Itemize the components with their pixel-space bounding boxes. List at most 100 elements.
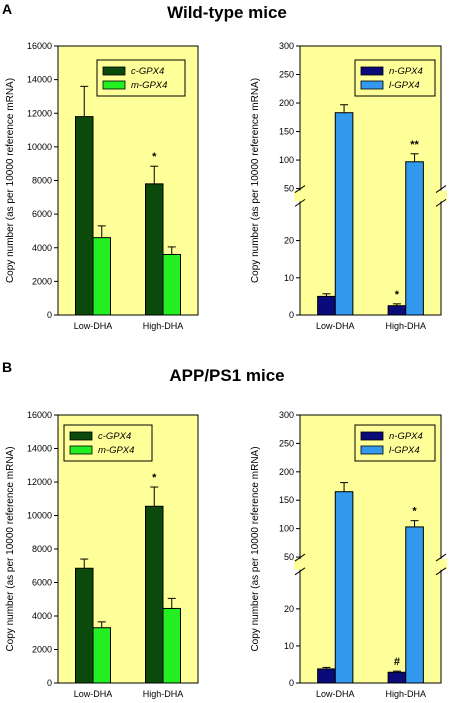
bar	[145, 183, 164, 316]
significance-mark: **	[410, 139, 419, 151]
x-tick-label: Low-DHA	[316, 321, 355, 331]
legend-swatch	[360, 445, 384, 455]
y-axis-label: Copy number (as per 10000 reference mRNA…	[5, 78, 16, 283]
bar	[75, 567, 94, 684]
x-tick-label: High-DHA	[143, 689, 184, 699]
y-tick-label: 12000	[27, 108, 52, 118]
legend-label: m-GPX4	[98, 445, 134, 456]
y-tick-label: 14000	[27, 444, 52, 454]
bar	[334, 112, 354, 316]
y-tick-label: 20	[284, 604, 294, 614]
legend	[354, 59, 436, 97]
significance-mark: #	[394, 656, 400, 668]
chart-wildtype-n-l-gpx4: 0 10 20 50 100 150 200 250 300 Copy number (as pe…	[250, 41, 447, 331]
x-tick-label: Low-DHA	[74, 321, 113, 331]
y-tick-label: 0	[289, 310, 294, 320]
y-tick-label: 150	[279, 495, 294, 505]
y-tick-label: 250	[279, 438, 294, 448]
y-tick-label: 100	[279, 524, 294, 534]
y-axis-label: Copy number (as per 10000 reference mRNA…	[250, 78, 261, 283]
y-tick-label: 200	[279, 98, 294, 108]
panel-letter-b: B	[2, 359, 12, 375]
y-tick-label: 300	[279, 410, 294, 420]
legend	[96, 59, 186, 97]
bar	[162, 253, 181, 316]
legend-swatch	[69, 431, 93, 441]
legend	[354, 424, 436, 462]
chart-wildtype-c-m-gpx4: 0 2000 4000 6000 8000 10000 12000 14000 16000 Cop…	[5, 41, 199, 331]
y-tick-label: 10000	[27, 142, 52, 152]
legend-label: n-GPX4	[389, 66, 423, 77]
bar	[92, 627, 111, 684]
legend-label: m-GPX4	[131, 80, 167, 91]
y-tick-label: 4000	[32, 611, 52, 621]
axis-break-gap	[294, 559, 447, 570]
bar	[92, 237, 111, 316]
panel-title-b: APP/PS1 mice	[169, 366, 284, 385]
x-tick-label: Low-DHA	[316, 689, 355, 699]
significance-mark: *	[395, 289, 400, 301]
y-tick-label: 250	[279, 70, 294, 80]
y-tick-label: 0	[289, 678, 294, 688]
y-tick-label: 12000	[27, 477, 52, 487]
y-tick-label: 0	[47, 678, 52, 688]
legend-swatch	[69, 445, 93, 455]
legend-label: c-GPX4	[98, 431, 131, 442]
y-tick-label: 50	[284, 552, 294, 562]
y-tick-label: 2000	[32, 645, 52, 655]
y-axis-label: Copy number (as per 10000 reference mRNA…	[5, 446, 16, 651]
y-tick-label: 10	[284, 641, 294, 651]
significance-mark: *	[412, 506, 417, 518]
y-tick-label: 300	[279, 41, 294, 51]
y-axis-label: Copy number (as per 10000 reference mRNA…	[250, 446, 261, 651]
x-tick-label: Low-DHA	[74, 689, 113, 699]
legend-swatch	[360, 431, 384, 441]
axis-break-mark	[435, 553, 447, 562]
bar	[405, 526, 424, 684]
y-tick-label: 20	[284, 236, 294, 246]
axis-break-mark	[435, 198, 447, 207]
y-tick-label: 6000	[32, 578, 52, 588]
legend-label: l-GPX4	[389, 80, 420, 91]
y-tick-label: 8000	[32, 176, 52, 186]
bar	[405, 161, 424, 316]
y-tick-label: 10000	[27, 511, 52, 521]
bar	[145, 505, 164, 684]
x-tick-label: High-DHA	[385, 689, 426, 699]
y-tick-label: 8000	[32, 544, 52, 554]
y-tick-label: 100	[279, 155, 294, 165]
panel-letter-a: A	[2, 1, 12, 17]
significance-mark: *	[152, 151, 157, 163]
y-tick-label: 16000	[27, 410, 52, 420]
axis-break-gap	[294, 190, 447, 202]
significance-mark: *	[152, 472, 157, 484]
panel-title-a: Wild-type mice	[167, 3, 287, 22]
legend-label: l-GPX4	[389, 445, 420, 456]
legend-label: n-GPX4	[389, 431, 423, 442]
y-tick-label: 6000	[32, 209, 52, 219]
legend-label: c-GPX4	[131, 66, 164, 77]
chart-app-ps1-n-l-gpx4: 0 10 20 50 100 150 200 250 300 Copy number (as pe…	[250, 410, 447, 699]
chart-app-ps1-c-m-gpx4: 0 2000 4000 6000 8000 10000 12000 14000 16000 Cop…	[5, 410, 199, 699]
bar	[162, 607, 181, 684]
legend-swatch	[102, 80, 126, 90]
axis-break-mark	[294, 567, 306, 576]
bar	[334, 491, 354, 684]
legend-swatch	[360, 66, 384, 76]
axis-break-mark	[435, 567, 447, 576]
bar	[387, 671, 407, 684]
axis-break-mark	[435, 185, 447, 193]
y-tick-label: 10	[284, 273, 294, 283]
bar	[317, 668, 336, 684]
bar	[387, 305, 407, 316]
y-tick-label: 0	[47, 310, 52, 320]
axis-break-mark	[294, 198, 306, 207]
y-tick-label: 50	[284, 184, 294, 194]
bar	[75, 116, 94, 316]
x-tick-label: High-DHA	[385, 321, 426, 331]
x-tick-label: High-DHA	[143, 321, 184, 331]
y-tick-label: 2000	[32, 276, 52, 286]
y-tick-label: 16000	[27, 41, 52, 51]
y-tick-label: 4000	[32, 243, 52, 253]
